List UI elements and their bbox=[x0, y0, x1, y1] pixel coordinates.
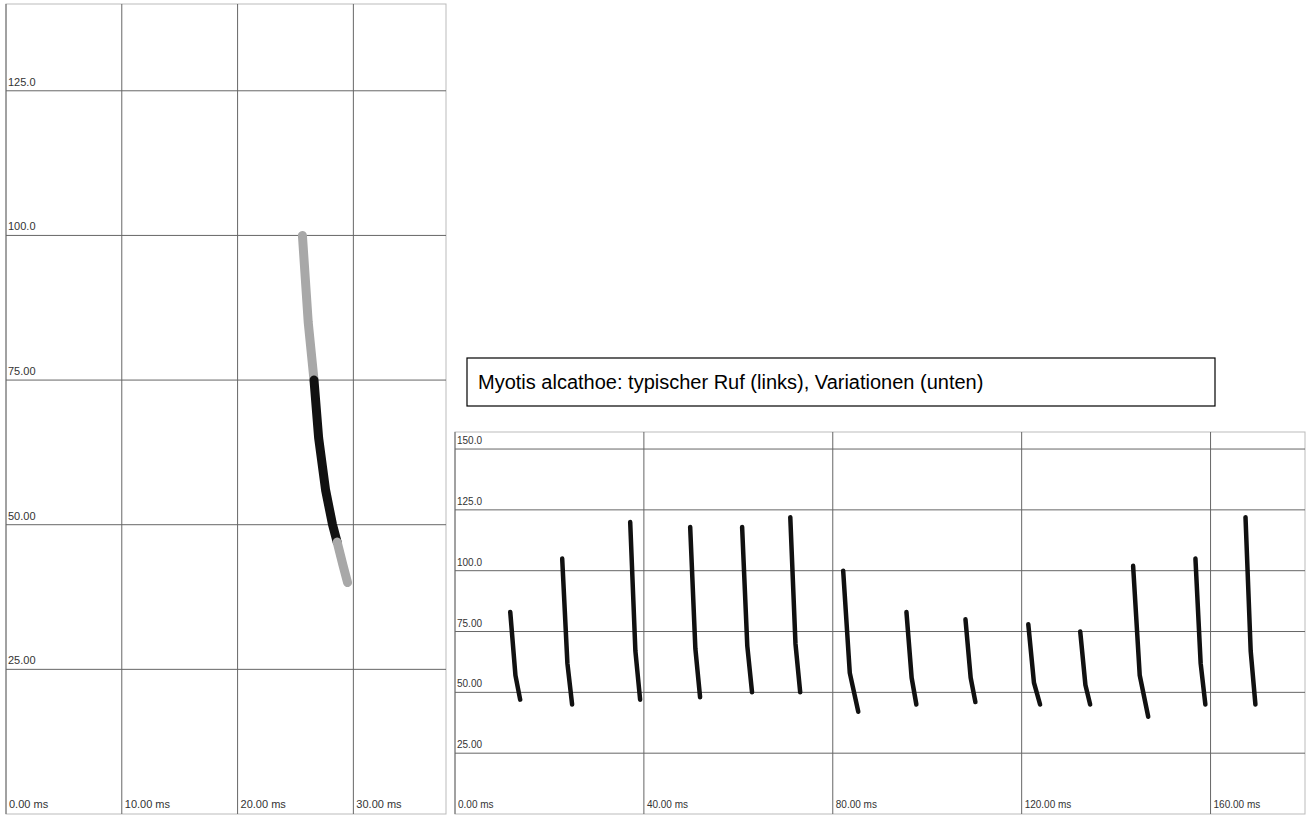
call bbox=[630, 522, 640, 700]
grid-line bbox=[121, 4, 122, 814]
y-tick-label: 25.00 bbox=[457, 739, 482, 750]
plot-frame bbox=[6, 4, 446, 814]
caption-box bbox=[467, 358, 1215, 406]
x-tick-label: 120.00 ms bbox=[1025, 799, 1072, 810]
y-tick-label: 100.0 bbox=[8, 220, 36, 232]
call bbox=[1195, 559, 1205, 705]
call bbox=[906, 612, 916, 704]
y-tick-label: 75.00 bbox=[8, 365, 36, 377]
grid-line bbox=[237, 4, 238, 814]
grid-line bbox=[643, 432, 644, 814]
call bbox=[742, 527, 752, 692]
call bbox=[302, 235, 314, 380]
x-tick-label: 160.00 ms bbox=[1214, 799, 1261, 810]
background bbox=[0, 0, 1311, 818]
grid-line bbox=[6, 4, 7, 814]
grid-line bbox=[455, 570, 1305, 571]
grid-line bbox=[6, 524, 446, 525]
y-tick-label: 150.0 bbox=[457, 435, 482, 446]
y-tick-label: 75.00 bbox=[457, 618, 482, 629]
grid-line bbox=[455, 449, 1305, 450]
y-tick-label: 125.0 bbox=[8, 76, 36, 88]
panel: 25.00 50.00 75.00 100.0 125.0 0.00 ms 10.00 ms… bbox=[6, 4, 446, 814]
y-tick-label: 100.0 bbox=[457, 557, 482, 568]
call bbox=[510, 612, 520, 700]
call bbox=[790, 517, 800, 692]
x-tick-label: 40.00 ms bbox=[647, 799, 688, 810]
plot-frame bbox=[455, 432, 1305, 814]
y-tick-label: 25.00 bbox=[8, 654, 36, 666]
x-tick-label: 20.00 ms bbox=[241, 798, 287, 810]
call bbox=[337, 542, 347, 583]
call bbox=[1246, 517, 1256, 704]
grid-line bbox=[455, 432, 456, 814]
call bbox=[1080, 632, 1090, 705]
x-tick-label: 80.00 ms bbox=[836, 799, 877, 810]
grid-line bbox=[455, 631, 1305, 632]
caption: Myotis alcathoe: typischer Ruf (links), … bbox=[478, 371, 983, 393]
grid-line bbox=[6, 380, 446, 381]
x-tick-label: 30.00 ms bbox=[356, 798, 402, 810]
call bbox=[314, 380, 337, 542]
x-tick-label: 0.00 ms bbox=[458, 799, 494, 810]
figure: 25.00 50.00 75.00 100.0 125.0 0.00 ms 10.00 ms… bbox=[0, 0, 1311, 818]
x-tick-label: 0.00 ms bbox=[9, 798, 49, 810]
calls bbox=[510, 517, 1255, 717]
x-tick-label: 10.00 ms bbox=[125, 798, 171, 810]
grid-line bbox=[1210, 432, 1211, 814]
grid-line bbox=[455, 692, 1305, 693]
call bbox=[562, 559, 572, 705]
grid-line bbox=[6, 235, 446, 236]
grid-line bbox=[6, 90, 446, 91]
grid-line bbox=[353, 4, 354, 814]
call bbox=[965, 619, 975, 702]
call bbox=[1028, 624, 1040, 704]
calls bbox=[302, 235, 347, 582]
y-tick-label: 125.0 bbox=[457, 496, 482, 507]
grid-line bbox=[832, 432, 833, 814]
grid-line bbox=[455, 753, 1305, 754]
grid-line bbox=[455, 509, 1305, 510]
call bbox=[843, 571, 858, 712]
panel: 25.00 50.00 75.00 100.0 125.0 150.0 0.00 ms 40.… bbox=[455, 432, 1305, 814]
call bbox=[1133, 566, 1148, 717]
call bbox=[690, 527, 700, 697]
y-tick-label: 50.00 bbox=[8, 510, 36, 522]
grid-line bbox=[6, 669, 446, 670]
grid-line bbox=[1021, 432, 1022, 814]
y-tick-label: 50.00 bbox=[457, 678, 482, 689]
